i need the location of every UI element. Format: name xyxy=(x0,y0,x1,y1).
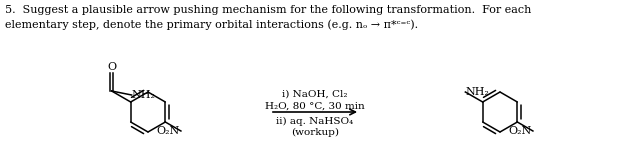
Text: elementary step, denote the primary orbital interactions (e.g. nₒ → π*ᶜ⁼ᶜ).: elementary step, denote the primary orbi… xyxy=(5,19,418,30)
Text: O₂N: O₂N xyxy=(157,126,180,136)
Text: O: O xyxy=(107,62,116,72)
Text: i) NaOH, Cl₂: i) NaOH, Cl₂ xyxy=(282,90,348,99)
Text: ii) aq. NaHSO₄: ii) aq. NaHSO₄ xyxy=(276,117,354,126)
Text: O₂N: O₂N xyxy=(509,126,532,136)
Text: 5.  Suggest a plausible arrow pushing mechanism for the following transformation: 5. Suggest a plausible arrow pushing mec… xyxy=(5,5,532,15)
Text: H₂O, 80 °C, 30 min: H₂O, 80 °C, 30 min xyxy=(265,102,365,111)
Text: (workup): (workup) xyxy=(291,128,339,137)
Text: NH₂: NH₂ xyxy=(132,90,155,100)
Text: NH₂: NH₂ xyxy=(466,87,489,97)
